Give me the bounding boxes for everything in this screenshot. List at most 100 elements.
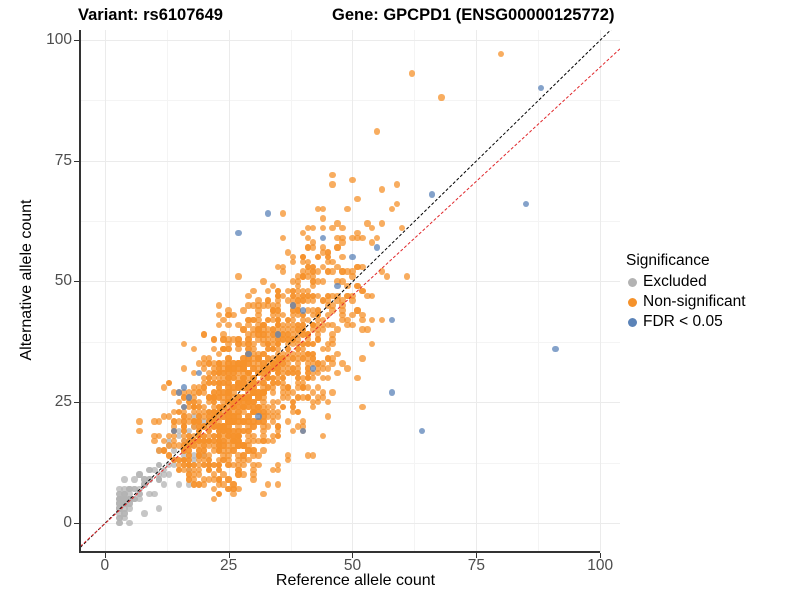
data-point-non-significant [220, 331, 227, 338]
data-point-non-significant [250, 374, 257, 382]
data-point-excluded [141, 476, 148, 483]
data-point-non-significant [334, 292, 341, 300]
data-point-non-significant [195, 408, 203, 416]
data-point-non-significant [240, 384, 247, 391]
data-point-non-significant [200, 374, 208, 382]
data-point-non-significant [349, 176, 356, 184]
legend-item-non-significant[interactable]: Non-significant [626, 292, 796, 312]
data-point-non-significant [260, 408, 267, 416]
data-point-non-significant [170, 456, 178, 464]
data-point-non-significant [334, 350, 341, 358]
data-point-non-significant [250, 437, 257, 445]
data-point-non-significant [329, 336, 336, 343]
data-point-non-significant [230, 481, 237, 488]
gridline-major-horizontal [80, 160, 620, 162]
x-tick-label: 25 [219, 557, 238, 574]
data-point-non-significant [230, 398, 237, 406]
data-point-non-significant [250, 384, 257, 391]
data-point-non-significant [344, 292, 351, 300]
data-point-fdr-0-05 [374, 244, 381, 251]
data-point-non-significant [299, 423, 307, 430]
data-point-non-significant [230, 427, 237, 435]
data-point-non-significant [220, 374, 227, 382]
data-point-non-significant [359, 316, 366, 324]
data-point-non-significant [220, 345, 227, 353]
data-point-non-significant [180, 447, 188, 454]
data-point-non-significant [210, 461, 217, 469]
data-point-non-significant [175, 442, 183, 449]
data-point-non-significant [245, 316, 252, 324]
data-point-non-significant [225, 423, 232, 430]
data-point-non-significant [180, 461, 188, 469]
data-point-fdr-0-05 [428, 191, 435, 198]
data-point-non-significant [215, 423, 222, 430]
data-point-non-significant [240, 418, 247, 425]
data-point-excluded [156, 476, 163, 483]
data-point-non-significant [279, 389, 287, 396]
data-point-non-significant [225, 403, 232, 411]
data-point-non-significant [349, 297, 356, 304]
data-point-non-significant [210, 418, 217, 425]
data-point-excluded [151, 490, 158, 498]
y-tick-label: 25 [54, 393, 72, 411]
data-point-non-significant [245, 413, 252, 420]
data-point-non-significant [294, 365, 302, 372]
data-point-non-significant [185, 471, 193, 478]
plot-panel [80, 30, 620, 552]
data-point-excluded [175, 427, 183, 435]
data-point-non-significant [185, 418, 193, 425]
data-point-non-significant [319, 215, 326, 222]
data-point-non-significant [190, 403, 198, 411]
data-point-non-significant [210, 485, 217, 493]
legend-item-excluded[interactable]: Excluded [626, 272, 796, 292]
data-point-non-significant [245, 394, 252, 401]
data-point-non-significant [250, 345, 257, 353]
data-point-excluded [116, 505, 123, 512]
data-point-non-significant [230, 365, 237, 372]
data-point-non-significant [170, 418, 178, 425]
data-point-non-significant [270, 418, 277, 425]
data-point-non-significant [210, 495, 217, 503]
data-point-non-significant [255, 365, 262, 372]
data-point-non-significant [220, 481, 227, 488]
data-point-non-significant [230, 461, 237, 469]
data-point-non-significant [349, 321, 356, 329]
data-point-non-significant [334, 234, 341, 242]
data-point-non-significant [344, 205, 351, 213]
y-tick-mark [74, 39, 79, 41]
data-point-fdr-0-05 [235, 229, 242, 237]
x-tick-mark [600, 553, 602, 558]
data-point-non-significant [250, 447, 257, 454]
data-point-non-significant [284, 369, 292, 377]
data-point-excluded [151, 466, 158, 474]
data-point-non-significant [260, 365, 267, 372]
data-point-non-significant [289, 316, 297, 324]
data-point-non-significant [161, 437, 168, 445]
data-point-fdr-0-05 [309, 365, 317, 372]
data-point-non-significant [339, 297, 346, 304]
data-point-non-significant [274, 379, 282, 387]
data-point-non-significant [304, 307, 312, 314]
data-point-non-significant [309, 292, 317, 300]
data-point-non-significant [225, 413, 232, 420]
data-point-non-significant [284, 360, 292, 367]
data-point-non-significant [215, 394, 222, 401]
data-point-non-significant [235, 418, 242, 425]
data-point-non-significant [289, 311, 297, 319]
data-point-non-significant [309, 374, 317, 382]
data-point-non-significant [215, 408, 222, 416]
legend-item-label: Non-significant [643, 293, 746, 310]
data-point-non-significant [225, 408, 232, 416]
data-point-non-significant [309, 224, 317, 232]
data-point-excluded [175, 481, 183, 488]
legend-item-fdr-0-05[interactable]: FDR < 0.05 [626, 312, 796, 332]
data-point-non-significant [205, 432, 212, 440]
data-point-non-significant [260, 447, 267, 454]
data-point-non-significant [274, 326, 282, 333]
data-point-non-significant [210, 379, 217, 387]
data-point-non-significant [260, 398, 267, 406]
data-point-non-significant [270, 365, 277, 372]
data-point-non-significant [304, 384, 312, 391]
data-point-non-significant [289, 287, 297, 295]
